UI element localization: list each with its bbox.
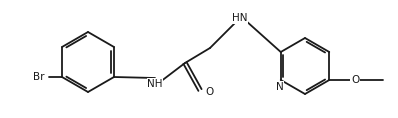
Text: O: O [205, 87, 213, 97]
Text: N: N [276, 82, 284, 92]
Text: HN: HN [232, 13, 248, 23]
Text: O: O [351, 75, 359, 85]
Text: Br: Br [33, 72, 44, 82]
Text: NH: NH [147, 79, 163, 89]
